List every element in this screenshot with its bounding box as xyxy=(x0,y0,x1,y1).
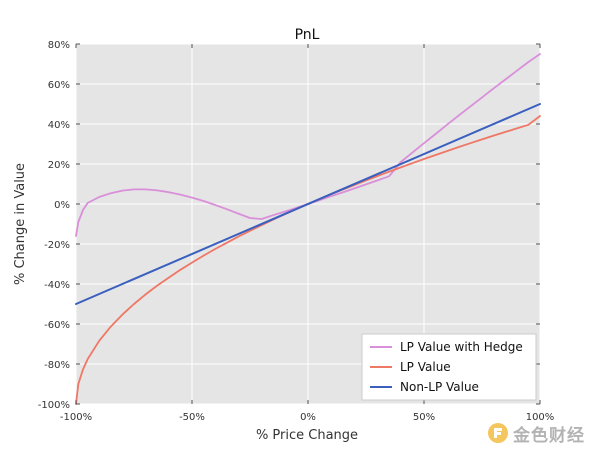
x-tick-label: 50% xyxy=(413,412,435,423)
legend-entry: Non-LP Value xyxy=(400,380,479,394)
y-tick-label: 20% xyxy=(48,160,70,171)
x-tick-label: -100% xyxy=(60,412,92,423)
y-tick-label: 40% xyxy=(48,120,70,131)
y-tick-label: -100% xyxy=(38,400,70,411)
series-line-lp-value-with-hedge xyxy=(75,53,541,237)
y-axis-ticks: -100% -80% -60% -40% -20% 0% 20% 40% 60% 80% xyxy=(38,40,540,411)
x-tick-label: 0% xyxy=(300,412,316,423)
y-axis-title: % Change in Value xyxy=(13,163,28,285)
x-axis-title: % Price Change xyxy=(256,428,358,443)
x-tick-label: 100% xyxy=(526,412,555,423)
series-lines xyxy=(75,53,541,405)
y-tick-label: -20% xyxy=(44,240,70,251)
y-tick-label: 60% xyxy=(48,80,70,91)
y-tick-label: 80% xyxy=(48,40,70,51)
legend: LP Value with Hedge LP Value Non-LP Value xyxy=(361,333,537,401)
chart-title: PnL xyxy=(295,27,320,43)
watermark-text: 金色财经 xyxy=(513,425,585,446)
y-tick-label: 0% xyxy=(54,200,70,211)
watermark: 金色财经 xyxy=(487,420,595,446)
legend-entry: LP Value with Hedge xyxy=(400,340,523,354)
y-tick-label: -80% xyxy=(44,360,70,371)
y-tick-label: -40% xyxy=(44,280,70,291)
y-tick-label: -60% xyxy=(44,320,70,331)
x-axis-ticks: -100% -50% 0% 50% 100% xyxy=(60,44,554,423)
x-tick-label: -50% xyxy=(179,412,205,423)
legend-entry: LP Value xyxy=(400,360,451,374)
series-line-non-lp-value xyxy=(75,103,541,305)
gold-coin-logo-icon xyxy=(488,423,508,443)
